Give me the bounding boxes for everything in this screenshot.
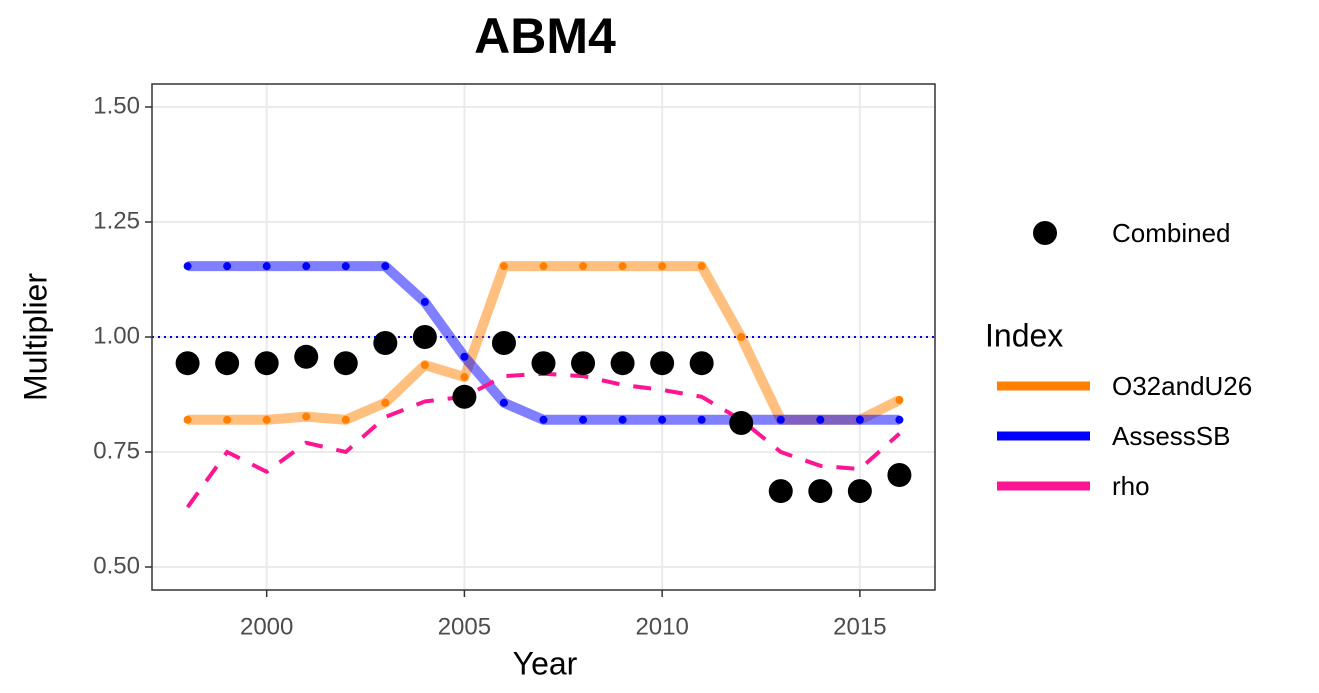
series-point <box>341 262 350 271</box>
series-line <box>187 261 902 425</box>
chart-title: ABM4 <box>474 8 616 64</box>
series-point <box>895 415 904 424</box>
y-tick-label: 1.25 <box>93 207 140 234</box>
combined-point <box>847 479 872 504</box>
series-point <box>579 415 588 424</box>
series-line <box>187 261 900 425</box>
series-point <box>539 415 548 424</box>
series-point <box>460 373 469 382</box>
series-point <box>262 415 271 424</box>
y-tick-label: 1.50 <box>93 92 140 119</box>
x-tick-label: 2005 <box>438 613 491 640</box>
series-point <box>262 262 271 271</box>
series-point <box>697 262 706 271</box>
series-point <box>381 398 390 407</box>
series-point <box>776 415 785 424</box>
x-tick-label: 2000 <box>240 613 293 640</box>
combined-point <box>412 325 437 349</box>
plot-border <box>151 83 936 591</box>
series-point <box>618 415 627 424</box>
legend-label: Combined <box>1112 218 1231 248</box>
combined-point <box>531 351 556 376</box>
y-tick-label: 0.75 <box>93 437 140 464</box>
y-tick-label: 1.00 <box>93 322 140 349</box>
legend-label: O32andU26 <box>1112 371 1252 401</box>
series-point <box>341 415 350 424</box>
combined-point <box>768 479 793 504</box>
series-line <box>185 371 901 509</box>
series-point <box>579 262 588 271</box>
series-point <box>895 396 904 405</box>
series-point <box>499 262 508 271</box>
series-point <box>302 412 311 421</box>
legend-label: rho <box>1112 471 1150 501</box>
y-axis-title: Multiplier <box>17 273 53 401</box>
series-point <box>460 352 469 361</box>
combined-point <box>175 351 200 376</box>
y-tick-label: 0.50 <box>93 552 140 579</box>
combined-point <box>650 351 675 376</box>
combined-point <box>452 384 477 409</box>
series-point <box>420 361 429 370</box>
combined-point <box>294 344 319 369</box>
series-point <box>302 262 311 271</box>
combined-point <box>373 330 398 355</box>
series-point <box>697 415 706 424</box>
series-point <box>420 298 429 307</box>
series-point <box>499 398 508 407</box>
legend-marker <box>1033 221 1057 245</box>
series-point <box>223 262 232 271</box>
x-tick-label: 2010 <box>635 613 688 640</box>
combined-point <box>215 351 240 376</box>
series-point <box>855 415 864 424</box>
combined-point <box>887 463 912 487</box>
series-point <box>737 333 746 341</box>
legend-title: Index <box>985 317 1063 353</box>
series-point <box>658 415 667 424</box>
series-point <box>539 262 548 271</box>
x-axis-title: Year <box>513 645 578 681</box>
combined-point <box>491 330 516 355</box>
combined-point <box>729 411 754 436</box>
series-point <box>183 415 192 424</box>
series-point <box>618 262 627 271</box>
legend-label: AssessSB <box>1112 421 1231 451</box>
x-tick-label: 2015 <box>833 613 886 640</box>
combined-point <box>571 351 596 376</box>
combined-point <box>808 479 833 504</box>
series-point <box>381 262 390 271</box>
series-point <box>183 262 192 271</box>
combined-point <box>610 351 635 376</box>
combined-point <box>333 351 358 376</box>
combined-point <box>254 351 279 376</box>
combined-point <box>689 351 714 376</box>
series-point <box>816 415 825 424</box>
series-point <box>658 262 667 271</box>
series-point <box>223 415 232 424</box>
